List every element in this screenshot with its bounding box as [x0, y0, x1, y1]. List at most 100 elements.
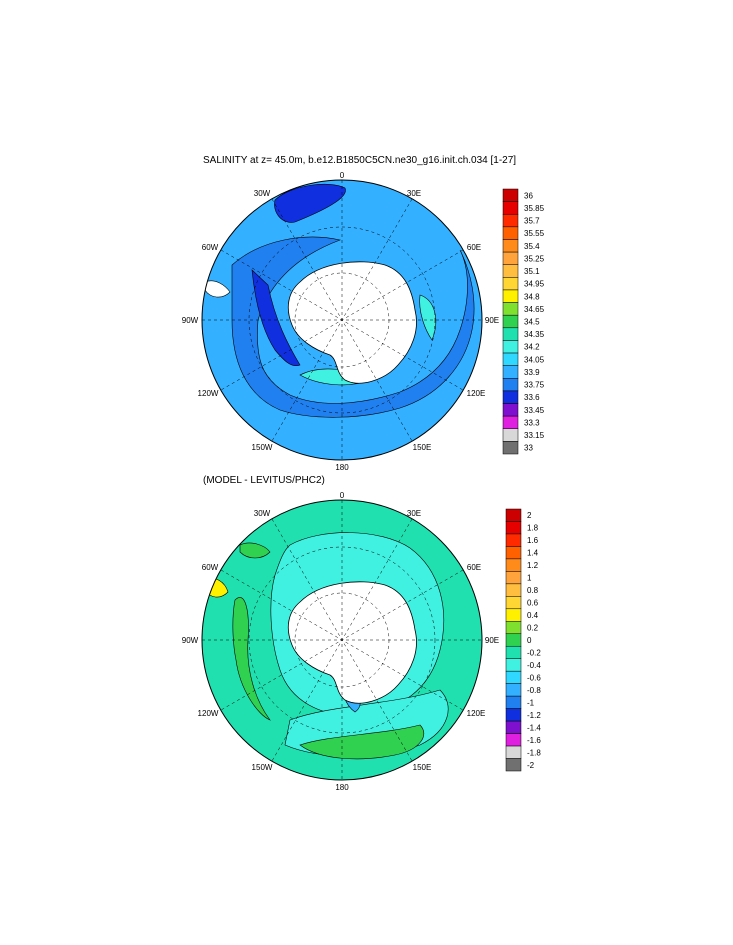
lon-label-30e: 30E [407, 189, 421, 198]
colorbar-swatch [505, 720, 522, 734]
colorbar-swatch [505, 533, 522, 547]
lon-label-150e: 150E [413, 763, 432, 772]
colorbar-label: 33.75 [524, 381, 545, 390]
colorbar-swatch [502, 403, 519, 417]
colorbar-swatch [502, 340, 519, 354]
colorbar-label: 0 [527, 636, 532, 645]
colorbar-swatch [502, 415, 519, 430]
colorbar-swatch [505, 758, 522, 772]
colorbar-swatch [502, 302, 519, 316]
colorbar-label: 33.9 [524, 368, 540, 377]
colorbar-label: 34.5 [524, 318, 540, 327]
lon-label-180: 180 [335, 463, 349, 472]
colorbar-swatch [502, 201, 519, 215]
lon-label-0: 0 [340, 171, 345, 180]
colorbar-swatch [505, 745, 522, 759]
colorbar-label: 34.05 [524, 355, 545, 364]
south-america-tip [204, 280, 231, 298]
lon-label-120w: 120W [198, 389, 219, 398]
lon-label-120e: 120E [467, 389, 486, 398]
east-shelf-region [419, 294, 436, 341]
lon-label-120e: 120E [467, 709, 486, 718]
graticule [202, 500, 482, 780]
lon-label-180: 180 [335, 783, 349, 792]
colorbar-label: 34.65 [524, 305, 545, 314]
colorbar-swatch [502, 352, 519, 366]
colorbar-label: 34.8 [524, 292, 540, 301]
colorbar-swatch [505, 658, 522, 672]
colorbar-label: -0.6 [527, 673, 541, 682]
colorbar-label: 1.2 [527, 561, 539, 570]
colorbar-label: 33.45 [524, 406, 545, 415]
colorbar-swatch [502, 188, 519, 202]
colorbar-swatch [505, 621, 522, 635]
colorbar-swatch [505, 583, 522, 597]
colorbar-label: 1.6 [527, 536, 539, 545]
graticule [202, 180, 482, 460]
colorbar-salinity: 36 35.85 35.7 35.55 35.4 35.25 35.1 34.95 34.8 34… [502, 188, 545, 455]
colorbar-label: 0.4 [527, 611, 539, 620]
colorbar-label: 1.8 [527, 524, 539, 533]
colorbar-label: -1.8 [527, 748, 541, 757]
difference-map: 0 30E 60E 90E 120E 150E 180 150W 120W 90… [182, 491, 542, 792]
colorbar-swatch [505, 596, 522, 610]
lon-label-120w: 120W [198, 709, 219, 718]
lon-label-60w: 60W [202, 563, 219, 572]
colorbar-swatch [502, 289, 519, 303]
lon-label-90w: 90W [182, 636, 199, 645]
colorbar-swatch [505, 558, 522, 572]
colorbar-label: -1.4 [527, 723, 541, 732]
colorbar-swatch [505, 645, 522, 659]
colorbar-swatch [502, 441, 519, 455]
lon-label-90e: 90E [485, 636, 499, 645]
colorbar-swatch [505, 608, 522, 622]
peninsula-low-region [251, 269, 301, 367]
lon-label-90e: 90E [485, 316, 499, 325]
colorbar-label: 35.7 [524, 217, 540, 226]
colorbar-swatch [505, 695, 522, 709]
colorbar-swatch [502, 264, 519, 278]
colorbar-label: -1.2 [527, 711, 541, 720]
colorbar-label: -1 [527, 698, 535, 707]
colorbar-swatch [502, 251, 519, 265]
difference-positive-region [232, 597, 271, 721]
colorbar-label: 1.4 [527, 549, 539, 558]
colorbar-swatch [502, 378, 519, 392]
colorbar-label: 33.3 [524, 418, 540, 427]
colorbar-swatch [505, 708, 522, 722]
colorbar-label: 34.35 [524, 330, 545, 339]
colorbar-swatch [502, 226, 519, 240]
colorbar-label: 34.2 [524, 343, 540, 352]
colorbar-swatch [502, 365, 519, 379]
salinity-low-region [274, 183, 346, 223]
colorbar-swatch [505, 683, 522, 697]
colorbar-label: -0.4 [527, 661, 541, 670]
colorbar-label: 35.25 [524, 254, 545, 263]
colorbar-swatch [505, 521, 522, 535]
colorbar-label: 33.15 [524, 431, 545, 440]
colorbar-label: 2 [527, 511, 532, 520]
colorbar-label: 35.4 [524, 242, 540, 251]
colorbar-label: 0.8 [527, 586, 539, 595]
colorbar-swatch [502, 390, 519, 404]
lon-label-60e: 60E [467, 563, 481, 572]
colorbar-label: 35.55 [524, 229, 545, 238]
lon-label-60e: 60E [467, 243, 481, 252]
north-positive-region [239, 542, 271, 559]
colorbar-label: 33.6 [524, 393, 540, 402]
lon-label-60w: 60W [202, 243, 219, 252]
colorbar-swatch [502, 314, 519, 329]
colorbar-swatch [502, 239, 519, 253]
colorbar-label: 34.95 [524, 280, 545, 289]
lon-label-30w: 30W [254, 509, 271, 518]
colorbar-label: 33 [524, 444, 533, 453]
lon-label-30w: 30W [254, 189, 271, 198]
colorbar-swatch [505, 670, 522, 684]
colorbar-swatch [502, 213, 519, 228]
colorbar-swatch [505, 633, 522, 647]
salinity-band-region [231, 236, 475, 418]
colorbar-label: 0.6 [527, 599, 539, 608]
colorbar-label: -0.2 [527, 648, 541, 657]
colorbar-swatch [505, 733, 522, 747]
